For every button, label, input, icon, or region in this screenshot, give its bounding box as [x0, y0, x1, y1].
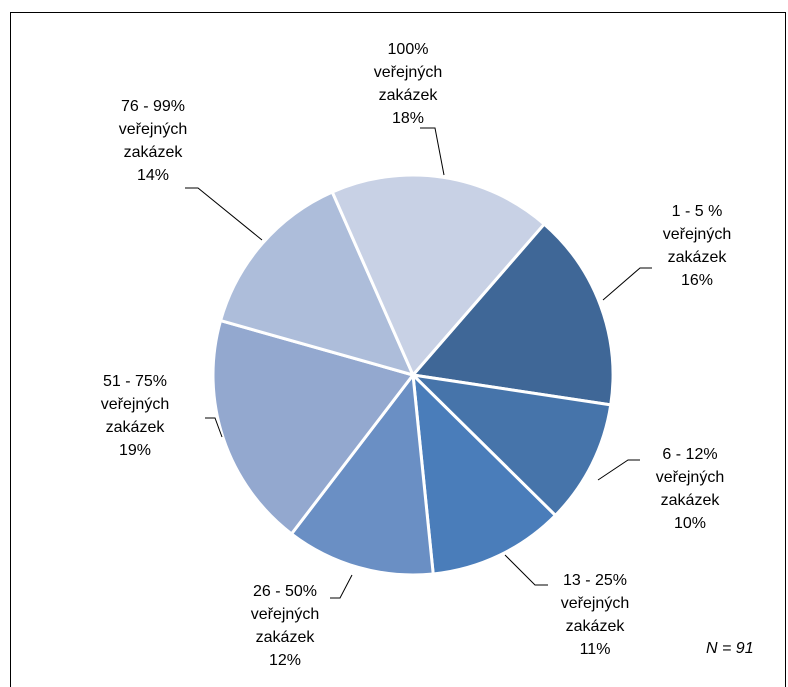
- slice-label: 6 - 12% veřejných zakázek 10%: [640, 443, 740, 535]
- slice-label: 26 - 50% veřejných zakázek 12%: [235, 580, 335, 672]
- category-label: 1 - 5 % veřejných zakázek: [662, 203, 732, 266]
- leader-line: [205, 417, 223, 438]
- slice-label: 51 - 75% veřejných zakázek 19%: [85, 370, 185, 462]
- pie-slice: [211, 319, 415, 536]
- slice-label: 76 - 99% veřejných zakázek 14%: [103, 95, 203, 187]
- leader-line: [330, 574, 353, 599]
- category-label: 13 - 25% veřejných zakázek: [560, 572, 630, 635]
- category-label: 76 - 99% veřejných zakázek: [118, 98, 188, 161]
- slice-label: 13 - 25% veřejných zakázek 11%: [545, 569, 645, 661]
- value-label: 11%: [579, 641, 611, 658]
- category-label: 6 - 12% veřejných zakázek: [655, 446, 725, 509]
- annotation: N = 91: [706, 640, 754, 657]
- pie-slice: [411, 373, 557, 576]
- leader-line: [597, 459, 640, 481]
- leader-line: [185, 187, 263, 241]
- pie-slice: [411, 222, 615, 407]
- value-label: 19%: [118, 442, 152, 459]
- value-label: 18%: [391, 110, 425, 127]
- leader-line: [504, 554, 548, 586]
- value-label: 14%: [136, 167, 170, 184]
- pie-slice: [330, 173, 546, 377]
- pie-slice: [290, 373, 435, 577]
- leader-line: [420, 127, 445, 176]
- value-label: 12%: [268, 652, 302, 669]
- slice-label: 100% veřejných zakázek 18%: [358, 38, 458, 130]
- leader-line: [602, 267, 652, 301]
- category-label: 26 - 50% veřejných zakázek: [250, 583, 320, 646]
- pie-slice: [219, 190, 415, 377]
- category-label: 51 - 75% veřejných zakázek: [100, 373, 170, 436]
- value-label: 10%: [673, 515, 707, 532]
- slice-label: 1 - 5 % veřejných zakázek 16%: [647, 200, 747, 292]
- pie-slice: [411, 373, 613, 517]
- value-label: 16%: [680, 272, 714, 289]
- category-label: 100% veřejných zakázek: [373, 41, 443, 104]
